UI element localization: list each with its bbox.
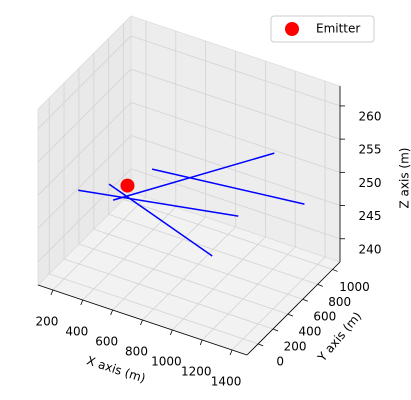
line [78, 189, 239, 217]
z-tick-label: 260 [359, 109, 382, 123]
z-tick-label: 255 [359, 143, 382, 157]
tick-mark [332, 269, 338, 272]
x-tick-label: 800 [125, 345, 148, 359]
grid-line [142, 226, 236, 321]
grid-line [49, 273, 259, 345]
z-tick-label: 245 [359, 209, 382, 223]
legend-label: Emitter [316, 22, 360, 36]
x-tick-label: 1200 [181, 365, 212, 379]
grid-line [108, 213, 318, 285]
line [108, 183, 213, 257]
grid-line [93, 228, 303, 300]
grid-line [130, 101, 341, 173]
y-axis-line [246, 261, 341, 356]
y-tick-label: 800 [328, 295, 351, 309]
grid-line [112, 216, 206, 311]
tick-mark [169, 329, 173, 336]
y-tick-label: 0 [276, 354, 284, 368]
grid-line [172, 236, 266, 331]
y-tick-label: 400 [298, 325, 321, 339]
tick-mark [80, 299, 84, 306]
y-tick-label: 1000 [339, 280, 370, 294]
x-tick-label: 400 [65, 325, 88, 339]
grid-line [37, 68, 132, 163]
y-tick-label: 200 [284, 339, 307, 353]
tick-mark [302, 298, 308, 302]
x-axis-line [37, 284, 248, 356]
grid-line [63, 258, 274, 330]
x-tick-label: 1000 [151, 355, 182, 369]
tick-mark [317, 283, 323, 287]
z-axis-title: Z axis (m) [398, 148, 411, 209]
grid-line [231, 256, 326, 351]
tick-mark [199, 339, 203, 346]
grid-line [37, 35, 132, 130]
z-tick-label: 240 [359, 242, 382, 256]
x-tick-label: 1400 [211, 375, 242, 389]
tick-mark [50, 289, 54, 296]
tick-mark [287, 313, 294, 317]
grid-line [37, 168, 132, 263]
tick-mark [110, 309, 114, 316]
x-tick-label: 600 [95, 335, 118, 349]
emitter-point [120, 178, 135, 193]
y-tick-label: 600 [313, 310, 336, 324]
grid-line [130, 68, 341, 140]
tick-mark [229, 349, 233, 356]
grid-line [78, 243, 289, 315]
z-tick-label: 250 [359, 176, 382, 190]
line [112, 152, 275, 201]
x-tick-label: 200 [35, 315, 58, 329]
legend-box [270, 15, 375, 43]
grid-line [130, 168, 341, 240]
grid-line [130, 135, 341, 206]
grid-line [52, 196, 147, 291]
legend-marker [285, 22, 299, 36]
tick-mark [258, 343, 264, 347]
grid-line [123, 199, 333, 270]
grid-line [201, 246, 296, 341]
grid-line [37, 102, 132, 196]
grid-line [37, 135, 132, 229]
tick-mark [140, 319, 143, 326]
tick-mark [272, 328, 279, 332]
line [151, 168, 305, 205]
grid-line [82, 206, 177, 301]
grid-line [130, 35, 341, 107]
